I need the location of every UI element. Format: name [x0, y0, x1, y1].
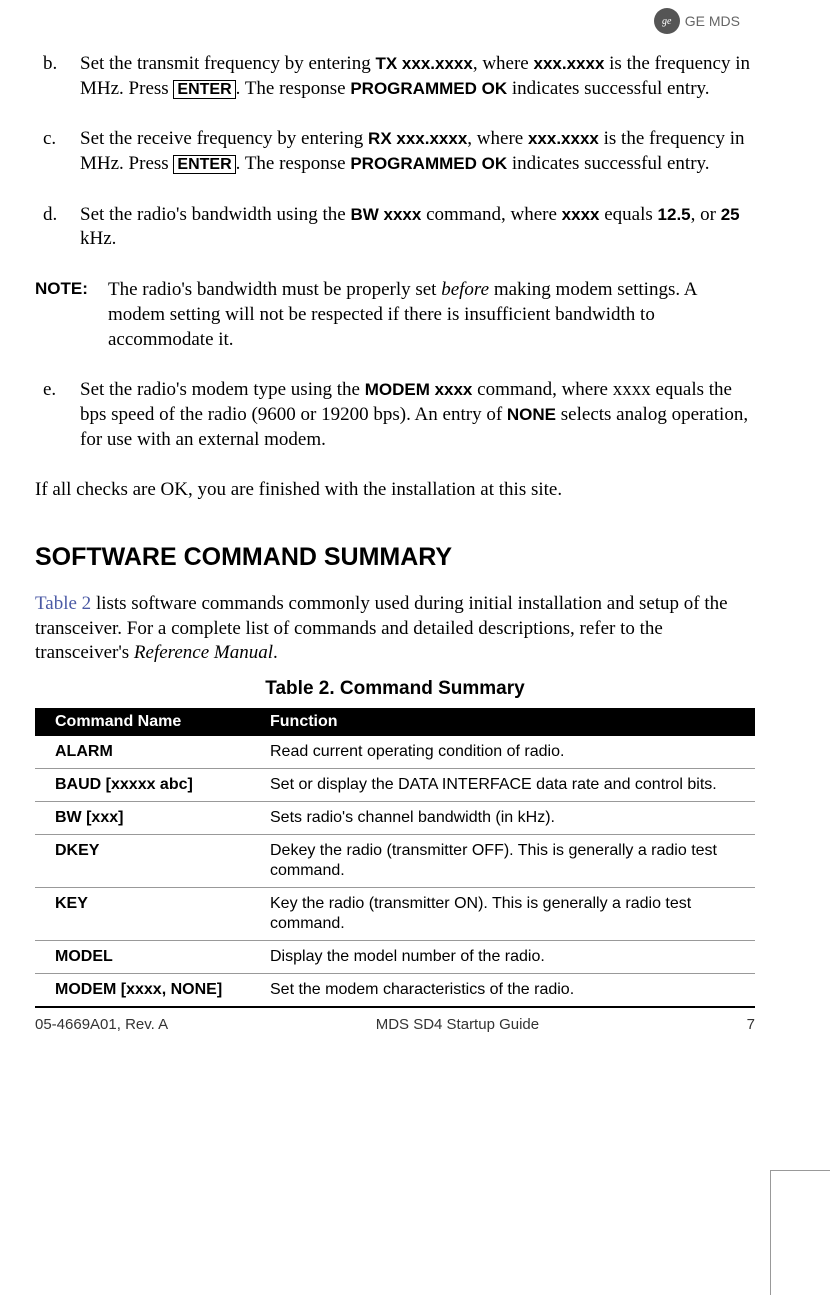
variable-text: xxx.xxxx — [528, 129, 599, 148]
step-marker: c. — [35, 127, 80, 176]
step-marker: d. — [35, 203, 80, 252]
command-name-cell: MODEL — [35, 941, 250, 974]
note-label: NOTE: — [35, 278, 108, 352]
table-row: DKEYDekey the radio (transmitter OFF). T… — [35, 835, 755, 888]
step-body: Set the transmit frequency by entering T… — [80, 52, 755, 101]
step-c: c. Set the receive frequency by entering… — [35, 127, 755, 176]
command-name-cell: KEY — [35, 888, 250, 941]
command-name-cell: DKEY — [35, 835, 250, 888]
response-text: PROGRAMMED OK — [350, 154, 507, 173]
function-cell: Read current operating condition of radi… — [250, 736, 755, 769]
key-label: ENTER — [173, 80, 235, 99]
column-header: Command Name — [35, 708, 250, 736]
ge-monogram-icon: ge — [654, 8, 680, 34]
variable-text: xxx.xxxx — [534, 54, 605, 73]
step-d: d. Set the radio's bandwidth using the B… — [35, 203, 755, 252]
page-footer: 05-4669A01, Rev. A MDS SD4 Startup Guide… — [35, 1016, 755, 1033]
command-summary-table: Command Name Function ALARMRead current … — [35, 708, 755, 1008]
table-row: MODELDisplay the model number of the rad… — [35, 941, 755, 974]
footer-doc-number: 05-4669A01, Rev. A — [35, 1016, 168, 1033]
table-row: BW [xxx]Sets radio's channel bandwidth (… — [35, 802, 755, 835]
section-heading: SOFTWARE COMMAND SUMMARY — [35, 543, 755, 572]
command-text: TX xxx.xxxx — [375, 54, 472, 73]
section-intro: Table 2 lists software commands commonly… — [35, 592, 755, 666]
step-marker: b. — [35, 52, 80, 101]
table-row: ALARMRead current operating condition of… — [35, 736, 755, 769]
step-body: Set the receive frequency by entering RX… — [80, 127, 755, 176]
command-text: MODEM xxxx — [365, 380, 473, 399]
value-text: 25 — [721, 205, 740, 224]
key-label: ENTER — [173, 155, 235, 174]
step-body: Set the radio's modem type using the MOD… — [80, 378, 755, 452]
table-caption: Table 2. Command Summary — [35, 678, 755, 700]
footer-page-number: 7 — [747, 1016, 755, 1033]
function-cell: Key the radio (transmitter ON). This is … — [250, 888, 755, 941]
table-header-row: Command Name Function — [35, 708, 755, 736]
command-name-cell: BW [xxx] — [35, 802, 250, 835]
table-row: KEYKey the radio (transmitter ON). This … — [35, 888, 755, 941]
step-e: e. Set the radio's modem type using the … — [35, 378, 755, 452]
function-cell: Display the model number of the radio. — [250, 941, 755, 974]
emphasis: before — [441, 279, 489, 300]
command-text: RX xxx.xxxx — [368, 129, 467, 148]
column-header: Function — [250, 708, 755, 736]
function-cell: Dekey the radio (transmitter OFF). This … — [250, 835, 755, 888]
function-cell: Set or display the DATA INTERFACE data r… — [250, 769, 755, 802]
step-marker: e. — [35, 378, 80, 452]
page-content: b. Set the transmit frequency by enterin… — [35, 10, 755, 1033]
step-b: b. Set the transmit frequency by enterin… — [35, 52, 755, 101]
response-text: PROGRAMMED OK — [350, 79, 507, 98]
command-text: BW xxxx — [350, 205, 421, 224]
step-body: Set the radio's bandwidth using the BW x… — [80, 203, 755, 252]
footer-title: MDS SD4 Startup Guide — [376, 1016, 539, 1033]
corner-crop-mark — [770, 1170, 830, 1295]
value-text: 12.5 — [658, 205, 691, 224]
function-cell: Sets radio's channel bandwidth (in kHz). — [250, 802, 755, 835]
table-row: BAUD [xxxxx abc]Set or display the DATA … — [35, 769, 755, 802]
value-text: NONE — [507, 405, 556, 424]
command-name-cell: MODEM [xxxx, NONE] — [35, 974, 250, 1008]
closing-text: If all checks are OK, you are finished w… — [35, 478, 755, 503]
function-cell: Set the modem characteristics of the rad… — [250, 974, 755, 1008]
emphasis: Reference Manual — [134, 642, 273, 663]
variable-text: xxxx — [562, 205, 600, 224]
command-name-cell: BAUD [xxxxx abc] — [35, 769, 250, 802]
logo-text: GE MDS — [685, 13, 740, 29]
command-name-cell: ALARM — [35, 736, 250, 769]
note-block: NOTE: The radio's bandwidth must be prop… — [35, 278, 755, 352]
table-reference-link[interactable]: Table 2 — [35, 593, 91, 614]
note-body: The radio's bandwidth must be properly s… — [108, 278, 755, 352]
table-row: MODEM [xxxx, NONE]Set the modem characte… — [35, 974, 755, 1008]
header-logo: ge GE MDS — [654, 8, 740, 34]
